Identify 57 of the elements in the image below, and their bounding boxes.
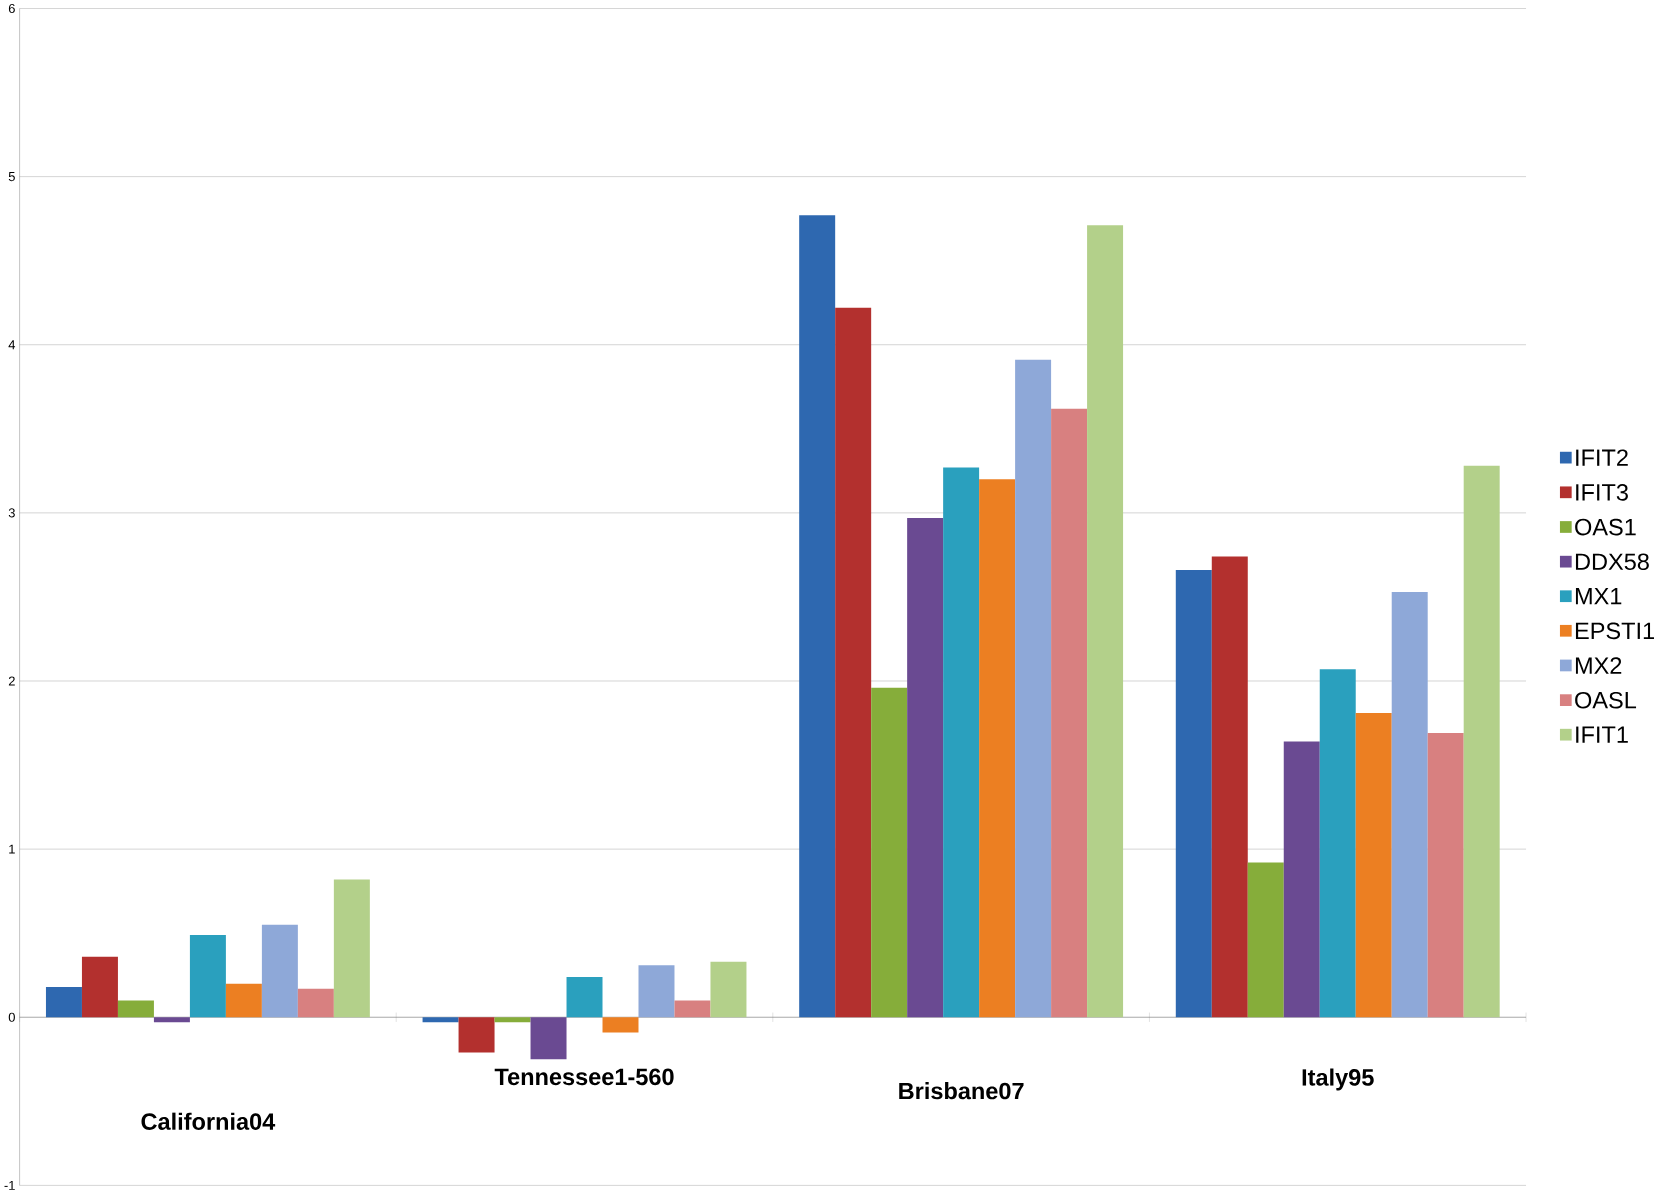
- bar: [674, 1000, 711, 1018]
- y-tick-label: -1: [4, 1181, 15, 1190]
- y-tick-label: 5: [8, 172, 15, 182]
- bar: [45, 987, 82, 1018]
- x-tick-label: California04: [141, 1112, 276, 1131]
- bar: [530, 1017, 567, 1060]
- bar: [1211, 556, 1248, 1018]
- legend-label: MX1: [1575, 588, 1622, 605]
- legend-label: MX2: [1575, 657, 1622, 674]
- y-tick-label: 1: [9, 844, 15, 854]
- bar: [81, 956, 118, 1018]
- bar: [333, 879, 370, 1018]
- bar: [1051, 408, 1088, 1018]
- x-tick-label: Brisbane07: [899, 1082, 1024, 1100]
- bar: [1087, 225, 1124, 1018]
- y-tick-label: 2: [8, 676, 15, 686]
- bar: [638, 965, 675, 1018]
- bar: [1355, 713, 1392, 1018]
- legend-label: DDX58: [1575, 553, 1649, 571]
- bar: [871, 687, 908, 1018]
- legend-label: EPSTI1: [1575, 622, 1654, 640]
- bar: [835, 307, 872, 1018]
- bar: [1391, 592, 1428, 1018]
- legend-label: IFIT3: [1576, 484, 1628, 501]
- x-tick-label: Italy95: [1302, 1068, 1374, 1091]
- bar: [566, 977, 603, 1018]
- y-tick-label: 4: [8, 340, 16, 350]
- bar: [1247, 862, 1284, 1018]
- bar: [1463, 465, 1500, 1018]
- bar: [1175, 570, 1212, 1018]
- bar: [1015, 359, 1052, 1018]
- bar: [422, 1017, 459, 1023]
- bar: [458, 1017, 495, 1053]
- bar: [261, 924, 298, 1018]
- bar: [189, 934, 226, 1018]
- bar: [943, 467, 980, 1018]
- bar: [494, 1017, 531, 1023]
- legend-label: OAS1: [1575, 518, 1636, 536]
- bar: [907, 518, 944, 1018]
- bar: [979, 479, 1016, 1018]
- bar: [602, 1017, 639, 1033]
- legend-label: IFIT2: [1576, 449, 1628, 466]
- bar: [117, 1000, 154, 1018]
- y-tick-label: 0: [8, 1012, 15, 1022]
- x-tick-label: Tennessee1-560: [494, 1068, 674, 1086]
- bar: [297, 988, 334, 1018]
- bar: [1319, 669, 1356, 1018]
- bar: [1283, 741, 1320, 1018]
- bar: [153, 1017, 190, 1023]
- bar: [225, 983, 262, 1018]
- bar: [799, 215, 836, 1018]
- legend-label: IFIT1: [1576, 726, 1628, 743]
- y-tick-label: 3: [8, 508, 15, 518]
- bar: [1427, 733, 1464, 1018]
- y-tick-label: 6: [8, 4, 15, 14]
- bar: [710, 961, 747, 1018]
- legend-label: OASL: [1575, 691, 1637, 709]
